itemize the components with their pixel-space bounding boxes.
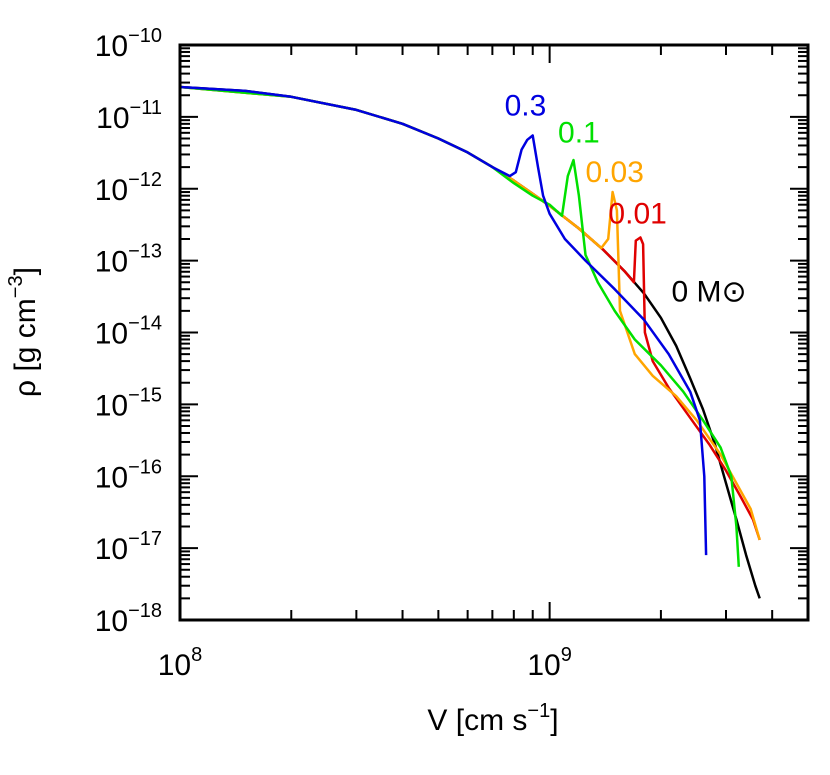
y-tick-label: 10−13: [95, 241, 162, 279]
series-layer: [179, 85, 761, 599]
y-axis-title: ρ [g cm−3]: [5, 267, 42, 397]
y-tick-label: 10−17: [95, 528, 162, 566]
y-tick-label: 10−18: [95, 600, 162, 638]
y-tick-label: 10−10: [95, 25, 162, 63]
y-tick-label: 10−11: [96, 97, 162, 135]
tick-layer: [179, 45, 809, 621]
y-tick-label: 10−14: [95, 313, 162, 351]
x-tick-label: 109: [527, 644, 572, 682]
series-label: 0.3: [505, 89, 547, 122]
series-label: 0.1: [558, 117, 600, 150]
series-label: 0.01: [608, 197, 666, 230]
series-label: 0 M⊙: [672, 275, 747, 308]
x-axis-title: V [cm s−1]: [427, 700, 558, 737]
label-layer: 108 109 10−10 10−11 10−12 10−13 10−14 10−15 10−1…: [95, 25, 747, 682]
series-label: 0.03: [586, 156, 644, 189]
y-tick-label: 10−12: [95, 169, 162, 207]
y-tick-label: 10−16: [95, 456, 162, 494]
y-tick-label: 10−15: [95, 384, 162, 422]
series-line: [179, 85, 761, 599]
series-line: [179, 85, 708, 556]
series-line: [179, 85, 741, 567]
x-tick-label: 108: [158, 644, 203, 682]
plot-frame: [178, 43, 810, 622]
